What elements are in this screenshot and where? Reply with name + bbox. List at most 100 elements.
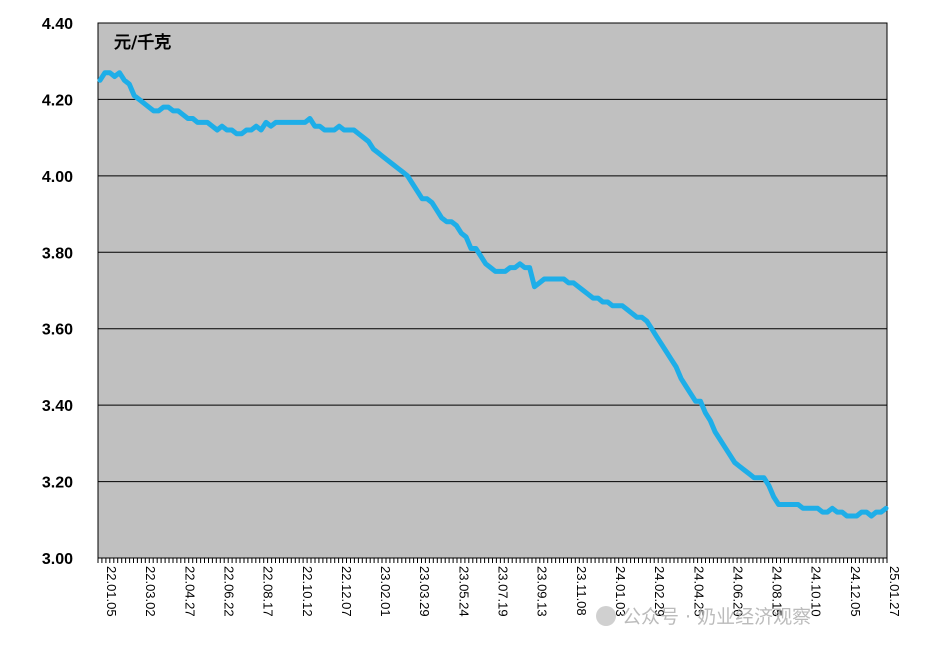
data-point (684, 384, 688, 388)
data-point (742, 468, 746, 472)
data-point (708, 418, 712, 422)
data-point (747, 472, 751, 476)
data-point (537, 281, 541, 285)
data-point (552, 277, 556, 281)
data-point (533, 285, 536, 289)
data-point (738, 464, 741, 468)
x-tick-label: 22.01.05 (104, 566, 119, 617)
x-axis-tick-labels: 22.01.05 22.03.02 22.04.27 22.06.22 22.08.17… (104, 566, 902, 617)
data-point (777, 503, 781, 506)
x-tick-label: 24.08.15 (770, 566, 785, 617)
data-point (122, 78, 126, 82)
data-point (259, 128, 263, 132)
data-point (181, 113, 185, 117)
data-point (210, 124, 214, 128)
data-point (542, 277, 546, 281)
data-point (635, 315, 639, 319)
data-point (118, 71, 121, 75)
data-point (220, 124, 224, 128)
data-point (303, 120, 307, 124)
y-tick-label: 3.40 (42, 398, 73, 415)
data-point (616, 304, 619, 308)
data-point (825, 510, 829, 514)
data-point (440, 216, 444, 220)
data-point (205, 120, 209, 124)
x-tick-label: 22.08.17 (261, 566, 276, 617)
data-point (240, 132, 244, 136)
data-point (752, 476, 756, 480)
y-tick-label: 4.00 (42, 169, 73, 186)
data-point (659, 342, 663, 346)
data-point (284, 120, 287, 124)
data-point (484, 262, 488, 266)
data-point (454, 224, 458, 227)
data-point (562, 277, 566, 281)
data-point (874, 510, 878, 514)
data-point (264, 120, 268, 124)
data-point (518, 262, 522, 266)
x-tick-label: 24.02.29 (652, 566, 667, 617)
x-axis-minor-ticks (97, 558, 888, 563)
y-axis-tick-labels: 4.40 4.20 4.00 3.80 3.60 3.40 3.20 3.00 (42, 16, 73, 568)
data-point (342, 128, 346, 132)
data-point (113, 75, 117, 78)
data-point (845, 514, 849, 518)
data-point (367, 140, 370, 143)
data-point (459, 231, 463, 235)
watermark-text: 公众号 · 奶业经济观察 (622, 606, 811, 628)
x-tick-label: 24.06.20 (730, 566, 745, 617)
x-tick-label: 23.09.13 (535, 566, 550, 617)
data-point (840, 510, 844, 514)
data-point (821, 510, 824, 514)
data-point (406, 174, 410, 178)
x-tick-label: 23.02.01 (378, 566, 393, 617)
x-tick-label: 22.12.07 (339, 566, 354, 617)
data-point (235, 132, 239, 136)
data-point (489, 266, 493, 270)
x-tick-label: 23.11.08 (574, 566, 589, 616)
data-point (98, 78, 102, 82)
data-point (323, 128, 327, 132)
data-point (274, 120, 278, 124)
data-point (523, 266, 527, 270)
x-tick-label: 25.01.27 (887, 566, 902, 617)
data-point (689, 392, 693, 396)
data-point (620, 304, 624, 308)
data-point (674, 365, 678, 369)
watermark: 公众号 · 奶业经济观察 (596, 606, 811, 628)
data-point (376, 151, 380, 155)
data-point (865, 510, 868, 514)
data-point (279, 120, 283, 124)
data-point (879, 510, 883, 514)
data-point (669, 357, 673, 361)
data-point (254, 124, 258, 128)
data-point (142, 101, 146, 105)
data-point (450, 220, 453, 224)
data-point (127, 82, 131, 86)
data-point (337, 124, 341, 128)
data-point (786, 503, 790, 506)
unit-label: 元/千克 (114, 32, 171, 53)
data-point (352, 128, 356, 132)
x-tick-label: 24.04.25 (691, 566, 706, 617)
data-point (762, 476, 766, 480)
x-tick-label: 22.06.22 (221, 566, 236, 617)
data-point (386, 159, 390, 163)
data-point (816, 506, 820, 510)
data-point (703, 411, 707, 415)
data-point (713, 430, 717, 434)
x-tick-label: 24.10.10 (809, 566, 824, 617)
data-point (362, 136, 366, 140)
data-point (723, 445, 727, 449)
data-point (318, 124, 322, 128)
data-point (191, 117, 195, 120)
data-point (591, 296, 595, 300)
data-point (425, 197, 429, 201)
data-point (445, 220, 449, 224)
data-point (313, 124, 317, 128)
data-point (269, 124, 273, 128)
data-point (157, 109, 161, 113)
data-point (884, 506, 888, 510)
data-point (655, 334, 658, 338)
x-tick-label: 24.12.05 (848, 566, 863, 617)
